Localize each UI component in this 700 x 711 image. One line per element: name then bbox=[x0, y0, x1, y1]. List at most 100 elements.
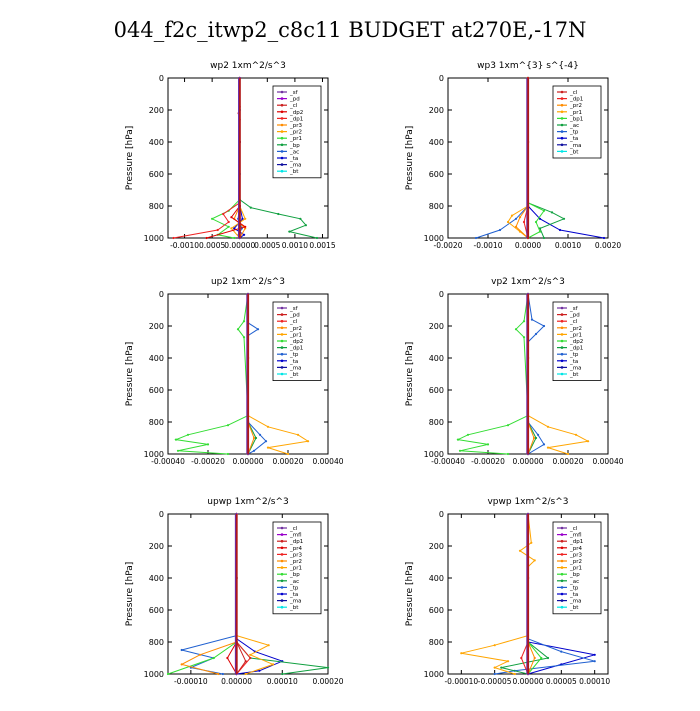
y-axis-label: Pressure [hPa] bbox=[125, 342, 135, 407]
y-tick-label: 800 bbox=[429, 202, 444, 211]
legend-label-pr2: _pr2 bbox=[289, 326, 302, 332]
data-point-tp bbox=[493, 672, 496, 676]
legend-label-dp2: _dp2 bbox=[289, 110, 303, 116]
y-axis-label: Pressure [hPa] bbox=[125, 126, 135, 191]
legend-marker bbox=[560, 150, 564, 153]
legend-marker bbox=[280, 572, 284, 576]
data-point-pr1 bbox=[211, 217, 214, 220]
legend-marker bbox=[280, 123, 284, 127]
plot-frame bbox=[167, 513, 329, 675]
chart-title: vp2 1xm^2/s^3 bbox=[491, 277, 565, 287]
legend-label-bt: _bt bbox=[569, 149, 579, 155]
x-tick-label: -0.00040 bbox=[431, 457, 465, 466]
legend-marker bbox=[280, 90, 284, 94]
chart-title: upwp 1xm^2/s^3 bbox=[207, 497, 288, 507]
series-line-dp1 bbox=[247, 294, 257, 455]
data-point-pr1 bbox=[518, 549, 522, 552]
legend-label-bt: _bt bbox=[569, 372, 579, 378]
data-point-bp bbox=[315, 236, 319, 240]
y-tick-label: 1000 bbox=[144, 234, 164, 243]
data-point-ac bbox=[500, 666, 503, 669]
legend-label-tp: _tp bbox=[569, 585, 579, 591]
x-tick-label: 0.0010 bbox=[555, 241, 581, 250]
data-point-pr1 bbox=[513, 672, 516, 676]
legend-label-ac: _ac bbox=[569, 123, 579, 129]
data-point-pr1 bbox=[533, 559, 536, 562]
data-point-tp bbox=[264, 440, 268, 443]
data-point-pr2 bbox=[252, 436, 256, 440]
legend-marker bbox=[280, 546, 284, 550]
y-axis-label: Pressure [hPa] bbox=[405, 342, 415, 407]
x-tick-label: -0.00010 bbox=[174, 677, 208, 686]
x-tick-label: -0.0010 bbox=[474, 241, 503, 250]
legend-marker bbox=[280, 559, 284, 563]
y-tick-label: 1000 bbox=[424, 450, 444, 459]
legend-marker bbox=[280, 372, 284, 376]
figure-title: 044_f2c_itwp2_c8c11 BUDGET at270E,-17N bbox=[113, 18, 587, 42]
data-point-pr1 bbox=[510, 214, 514, 217]
series-line-dp2 bbox=[456, 293, 529, 455]
legend-label-cl: _cl bbox=[289, 103, 298, 109]
legend-label-sf: _sf bbox=[289, 306, 299, 312]
y-tick-label: 400 bbox=[429, 574, 444, 583]
data-point-tp bbox=[180, 648, 183, 652]
chart-title: wp2 1xm^2/s^3 bbox=[210, 61, 286, 71]
legend-marker bbox=[560, 123, 564, 127]
y-tick-label: 600 bbox=[149, 386, 164, 395]
legend-label-dp1: _dp1 bbox=[569, 346, 583, 352]
legend-marker bbox=[560, 553, 564, 556]
y-tick-label: 200 bbox=[149, 542, 164, 551]
data-point-tp bbox=[221, 672, 224, 676]
legend-marker bbox=[560, 572, 564, 576]
data-point-pr1 bbox=[460, 652, 463, 655]
legend-label-ma: _ma bbox=[289, 365, 301, 371]
data-point-ac bbox=[326, 666, 330, 669]
chart-wp2: wp2 1xm^2/s^3 Pressure [hPa] 0 200 400 600 800… bbox=[125, 61, 336, 250]
y-tick-label: 600 bbox=[429, 606, 444, 615]
data-point-ac bbox=[281, 672, 284, 676]
x-tick-label: 0.00020 bbox=[312, 677, 343, 686]
legend-marker bbox=[560, 586, 564, 589]
series-line-pr1 bbox=[210, 78, 241, 239]
legend-marker bbox=[280, 539, 284, 543]
legend-label-pr1: _pr1 bbox=[289, 566, 302, 572]
data-point-dp2 bbox=[456, 438, 460, 441]
x-tick-label: 0.0020 bbox=[595, 241, 621, 250]
x-tick-label: -0.00010 bbox=[444, 677, 478, 686]
legend-label-cl: _cl bbox=[569, 90, 578, 96]
x-tick-label: 0.00000 bbox=[512, 457, 543, 466]
y-tick-label: 200 bbox=[429, 322, 444, 331]
data-point-tp bbox=[530, 318, 534, 321]
data-point-tp bbox=[560, 650, 563, 653]
data-point-ta bbox=[233, 227, 236, 230]
y-tick-label: 200 bbox=[149, 322, 164, 331]
legend-label-dp1: _dp1 bbox=[289, 539, 303, 545]
y-tick-label: 1000 bbox=[144, 670, 164, 679]
legend-label-ma: _ma bbox=[569, 599, 581, 605]
x-tick-label: 0.00020 bbox=[552, 457, 583, 466]
data-point-bp1 bbox=[534, 220, 538, 224]
legend-marker bbox=[280, 592, 284, 596]
legend-marker bbox=[560, 97, 564, 100]
legend-marker bbox=[280, 143, 284, 147]
legend-marker bbox=[280, 366, 284, 369]
legend-label-bp: _bp bbox=[289, 143, 300, 149]
data-point-dp2 bbox=[242, 336, 246, 339]
legend-label-pd: _pd bbox=[569, 313, 580, 319]
legend-marker bbox=[280, 599, 284, 602]
chart-upwp: upwp 1xm^2/s^3 Pressure [hPa] 0 200 400 600 80… bbox=[125, 497, 344, 686]
data-point-bp bbox=[212, 656, 215, 660]
legend-label-cl: _cl bbox=[289, 526, 298, 532]
legend-marker bbox=[560, 579, 564, 583]
data-point-tp bbox=[534, 332, 538, 336]
data-point-tp bbox=[542, 443, 546, 446]
data-point-pr1 bbox=[266, 425, 270, 428]
legend-marker bbox=[280, 130, 284, 133]
data-point-pr1 bbox=[546, 446, 550, 449]
legend-marker bbox=[280, 359, 284, 363]
y-tick-label: 400 bbox=[429, 354, 444, 363]
legend-label-bp1: _bp1 bbox=[569, 116, 583, 122]
x-tick-label: 0.0010 bbox=[282, 241, 308, 250]
legend-marker bbox=[560, 130, 564, 133]
data-point-bp bbox=[304, 224, 307, 227]
